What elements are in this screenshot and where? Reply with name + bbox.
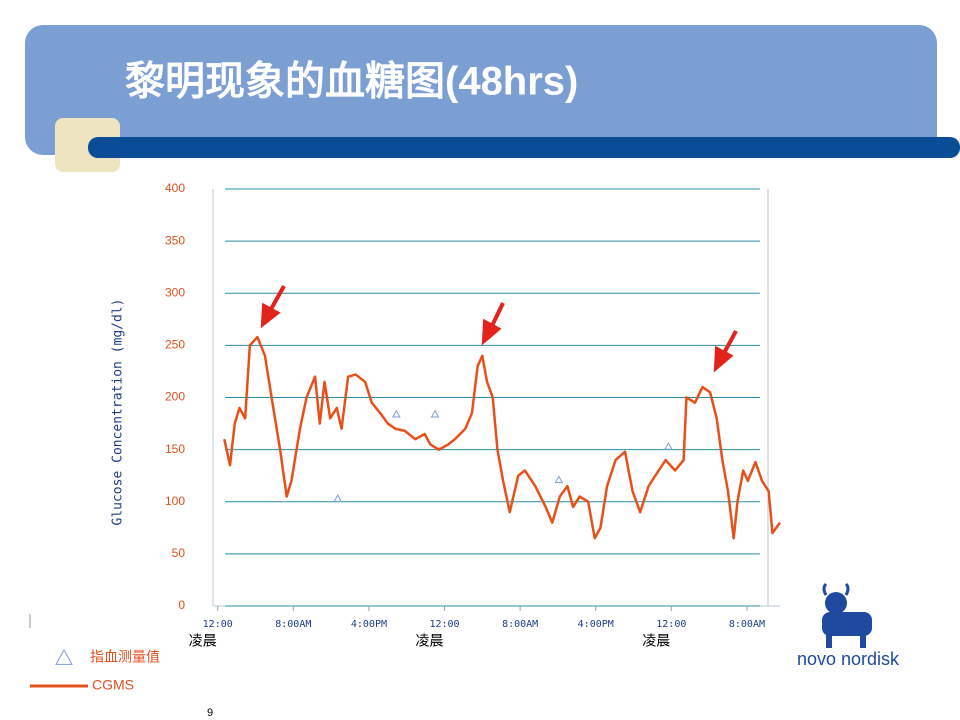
y-tick-label: 200 <box>165 390 185 404</box>
x-tick-label: 8:00AM <box>502 619 538 630</box>
arrow <box>489 302 505 329</box>
y-tick-label: 400 <box>165 181 185 195</box>
logo: novo nordisk <box>797 582 900 669</box>
y-tick-label: 150 <box>165 442 185 456</box>
x-tick-label: 8:00AM <box>729 619 765 630</box>
arrows <box>260 285 738 373</box>
x-tick-label: 12:00 <box>429 619 459 630</box>
y-tick-label: 100 <box>165 494 185 508</box>
fingerstick-point <box>333 494 343 502</box>
legend: 指血测量值 CGMS <box>30 649 160 693</box>
y-tick-label: 50 <box>172 546 186 560</box>
cgms-line <box>223 335 782 540</box>
logo-horns <box>822 582 850 596</box>
page-number: 9 <box>207 707 213 719</box>
y-tick-label: 300 <box>165 285 185 299</box>
x-annotation: 凌晨 <box>416 633 444 649</box>
header-banner <box>25 25 937 155</box>
accent-square <box>55 118 120 172</box>
x-tick-label: 8:00AM <box>275 619 311 630</box>
legend-label: CGMS <box>92 677 134 693</box>
header-bar <box>88 137 960 158</box>
logo-leg <box>860 630 866 648</box>
x-annotation: 凌晨 <box>189 633 217 649</box>
fingerstick-point <box>430 409 440 418</box>
fingerstick-point <box>391 409 401 418</box>
logo-text: novo nordisk <box>797 649 900 669</box>
arrow <box>721 330 738 356</box>
y-tick-label: 350 <box>165 233 185 247</box>
fingerstick-point <box>664 441 673 450</box>
y-axis-label: Glucose Concentration (mg/dl) <box>111 299 126 526</box>
plot: 0 50 100 150 200 250 300 350 400 12:00 8:00AM 4:00P… <box>165 181 782 649</box>
legend-label: 指血测量值 <box>90 649 160 665</box>
arrow <box>268 285 286 312</box>
fingerstick-point <box>554 475 564 484</box>
y-tick-label: 0 <box>178 598 185 612</box>
x-tick-label: 12:00 <box>656 619 686 630</box>
logo-leg <box>826 630 832 648</box>
x-annotation: 凌晨 <box>642 633 670 649</box>
x-tick-label: 4:00PM <box>351 619 387 630</box>
slide-title: 黎明现象的血糖图(48hrs) <box>125 60 578 104</box>
y-tick-label: 250 <box>165 338 185 352</box>
x-tick-label: 12:00 <box>203 619 233 630</box>
legend-swatch <box>55 648 73 665</box>
arrow-head <box>260 302 281 329</box>
x-tick-label: 4:00PM <box>578 619 614 630</box>
arrow-head <box>713 345 734 373</box>
logo-head <box>825 592 847 614</box>
arrow-head <box>481 318 502 346</box>
logo-body <box>822 612 872 636</box>
